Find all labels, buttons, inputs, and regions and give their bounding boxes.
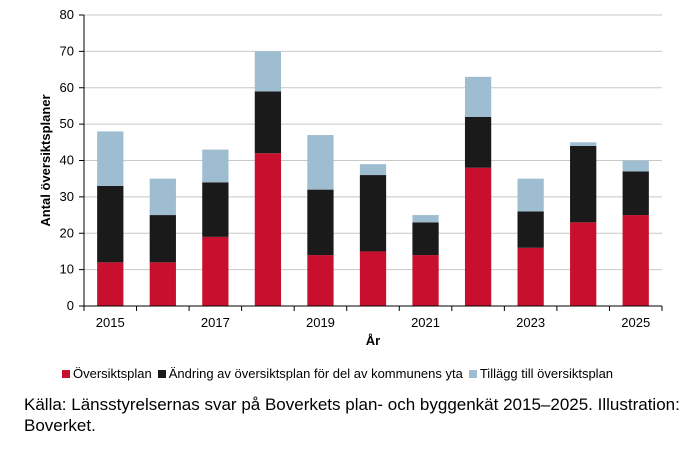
bar-2021-series-1 (412, 222, 439, 256)
x-tick-labels: 2015 2017 2019 2021 2023 2025 (96, 315, 650, 330)
bar-2025-series-1 (622, 171, 649, 216)
legend-item-tillagg: Tillägg till översiktsplan (468, 366, 614, 381)
bars (97, 51, 649, 306)
x-tick-label: 2015 (96, 315, 125, 330)
y-tick-labels: 0 10 20 30 40 50 60 70 80 (60, 7, 74, 313)
legend-swatch (62, 369, 70, 378)
x-tick-label: 2021 (411, 315, 440, 330)
bar-2022-series-0 (464, 167, 492, 306)
bar-2021-series-0 (412, 255, 439, 306)
bar-2016-series-0 (149, 262, 176, 306)
bar-2022-series-2 (464, 76, 492, 117)
bar-2019-series-1 (307, 189, 334, 256)
bar-2025-series-0 (622, 215, 649, 306)
bar-2017-series-2 (202, 149, 229, 183)
axes (79, 14, 663, 311)
bar-2015-series-1 (97, 185, 124, 263)
legend-label: Översiktsplan (73, 366, 152, 381)
y-axis-title: Antal översiktsplaner (38, 94, 53, 226)
bar-2025-series-2 (622, 160, 649, 172)
bar-2019-series-2 (307, 135, 334, 190)
legend-label: Ändring av översiktsplan för del av komm… (168, 366, 463, 381)
bar-2017-series-0 (202, 236, 229, 306)
bar-2020-series-2 (359, 164, 387, 176)
bar-2023-series-2 (517, 178, 544, 212)
x-tick-label: 2025 (621, 315, 650, 330)
bar-2024-series-2 (570, 142, 597, 146)
legend-item-oversiktsplan: Översiktsplan (62, 366, 152, 381)
y-tick-label: 10 (60, 262, 74, 277)
bar-2024-series-1 (570, 145, 597, 223)
bar-2019-series-0 (307, 255, 334, 306)
y-tick-label: 0 (67, 298, 74, 313)
bar-2021-series-2 (412, 215, 439, 223)
x-tick-label: 2017 (201, 315, 230, 330)
bar-2023-series-0 (517, 247, 544, 306)
source-caption: Källa: Länsstyrelsernas svar på Boverket… (24, 395, 680, 435)
legend-item-andring: Ändring av översiktsplan för del av komm… (157, 366, 463, 381)
y-tick-label: 20 (60, 225, 74, 240)
y-tick-label: 40 (60, 153, 74, 168)
legend-swatch (468, 369, 477, 378)
bar-2022-series-1 (464, 116, 492, 168)
bar-2018-series-2 (254, 51, 282, 92)
bar-2016-series-2 (149, 178, 176, 216)
legend: Översiktsplan Ändring av översiktsplan f… (62, 366, 619, 381)
y-tick-label: 50 (60, 116, 74, 131)
x-tick-label: 2023 (516, 315, 545, 330)
legend-swatch (157, 369, 166, 378)
bar-2015-series-2 (97, 131, 124, 186)
bar-2015-series-0 (97, 262, 124, 306)
y-tick-label: 30 (60, 189, 74, 204)
bar-2017-series-1 (202, 182, 229, 237)
x-tick-label: 2019 (306, 315, 335, 330)
x-axis-title: År (366, 333, 380, 348)
y-tick-label: 60 (60, 80, 74, 95)
bar-2024-series-0 (570, 222, 597, 306)
bar-2023-series-1 (517, 211, 544, 248)
y-tick-label: 80 (60, 7, 74, 22)
bar-2018-series-0 (254, 153, 282, 306)
bar-2016-series-1 (149, 215, 176, 263)
legend-label: Tillägg till översiktsplan (479, 366, 614, 381)
bar-2018-series-1 (254, 91, 282, 154)
bar-2020-series-0 (359, 251, 387, 306)
bar-2020-series-1 (359, 175, 387, 252)
y-tick-label: 70 (60, 43, 74, 58)
